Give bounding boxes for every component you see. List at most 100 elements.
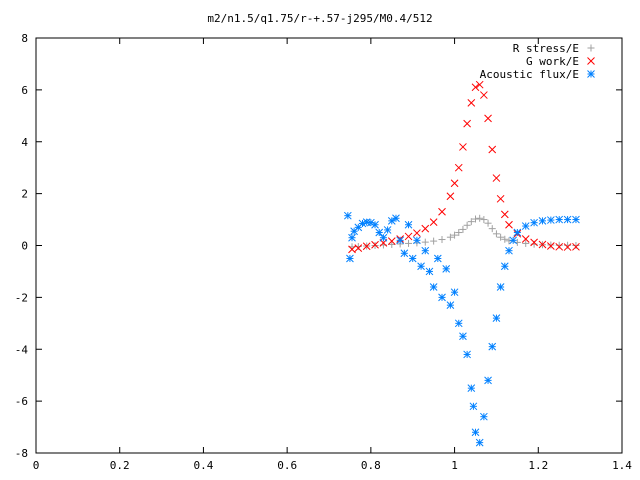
data-point: [488, 145, 497, 154]
data-point: [484, 114, 492, 123]
data-point: [555, 242, 564, 251]
y-tick-label: -8: [15, 447, 28, 460]
data-point: [429, 283, 438, 291]
data-point: [572, 215, 580, 224]
data-point: [480, 216, 488, 224]
x-tick-label: 0.4: [193, 459, 213, 472]
data-point: [354, 243, 362, 251]
data-point: [475, 80, 484, 89]
data-point: [413, 236, 421, 245]
data-point: [555, 241, 563, 249]
data-point: [371, 220, 379, 229]
legend-marker: [587, 57, 595, 65]
data-point: [484, 219, 492, 227]
data-point: [421, 224, 430, 233]
data-point: [471, 83, 480, 92]
data-point: [563, 215, 572, 224]
data-point: [455, 229, 463, 237]
data-point: [496, 194, 505, 203]
data-point: [484, 376, 492, 385]
data-point: [450, 179, 459, 188]
data-point: [546, 242, 555, 250]
data-point: [467, 384, 476, 393]
data-point: [471, 428, 480, 437]
data-point: [480, 412, 488, 421]
data-point: [433, 254, 442, 263]
data-point: [387, 237, 396, 245]
data-point: [467, 218, 475, 226]
data-point: [404, 220, 413, 229]
data-point: [429, 218, 438, 227]
x-tick-label: 0: [33, 459, 40, 472]
data-point: [392, 214, 400, 223]
y-tick-label: 2: [21, 188, 28, 201]
data-point: [408, 254, 417, 263]
data-point: [430, 237, 438, 245]
data-point: [538, 240, 547, 249]
x-tick-label: 1: [451, 459, 458, 472]
y-tick-label: 6: [21, 84, 28, 97]
data-point: [459, 332, 467, 341]
series-2: [348, 80, 580, 254]
data-point: [547, 241, 555, 249]
data-point: [463, 221, 471, 229]
data-point: [505, 220, 513, 229]
legend-marker: [587, 44, 595, 52]
y-tick-label: -4: [15, 343, 29, 356]
data-point: [371, 242, 379, 249]
y-tick-label: 4: [21, 136, 28, 149]
data-point: [467, 98, 476, 107]
axes: 0 0.2 0.4 0.6 0.8 1 1.2 1.4 -8 -6 -4 -2 0 2 4 6 8: [15, 32, 633, 472]
x-tick-label: 1.2: [528, 459, 548, 472]
data-point: [488, 342, 497, 351]
data-point: [371, 240, 379, 249]
data-point: [348, 245, 356, 254]
series-1: [348, 214, 580, 251]
data-point: [509, 236, 518, 245]
data-point: [354, 244, 363, 252]
data-point: [492, 174, 501, 182]
data-point: [446, 301, 455, 310]
data-point: [522, 239, 530, 247]
data-point: [421, 238, 429, 246]
data-point: [469, 402, 478, 411]
data-point: [451, 231, 459, 239]
data-point: [379, 233, 388, 242]
data-point: [497, 233, 505, 241]
data-point: [463, 350, 471, 359]
data-point: [346, 254, 354, 263]
legend-label: G work/E: [526, 55, 579, 68]
data-point: [413, 229, 421, 237]
data-layer: [343, 80, 580, 447]
data-point: [348, 233, 356, 242]
data-point: [521, 222, 530, 230]
data-point: [546, 216, 555, 224]
data-point: [405, 239, 413, 247]
data-point: [375, 228, 384, 237]
data-point: [459, 143, 467, 151]
x-tick-label: 0.8: [361, 459, 381, 472]
data-point: [538, 217, 547, 225]
data-point: [572, 242, 580, 251]
data-point: [438, 207, 446, 216]
legend-label: R stress/E: [513, 42, 579, 55]
x-tick-label: 1.4: [612, 459, 632, 472]
data-point: [500, 210, 509, 219]
data-point: [496, 283, 505, 291]
data-point: [563, 243, 572, 251]
data-point: [454, 163, 463, 172]
data-point: [438, 293, 446, 302]
data-point: [488, 225, 496, 233]
y-tick-label: 8: [21, 32, 28, 45]
y-tick-label: -2: [15, 291, 28, 304]
series-3: [343, 211, 580, 447]
data-point: [475, 438, 484, 447]
data-point: [421, 246, 430, 255]
data-point: [501, 235, 509, 243]
data-point: [454, 319, 463, 328]
data-point: [505, 246, 513, 255]
data-point: [472, 215, 479, 223]
data-point: [476, 214, 484, 222]
